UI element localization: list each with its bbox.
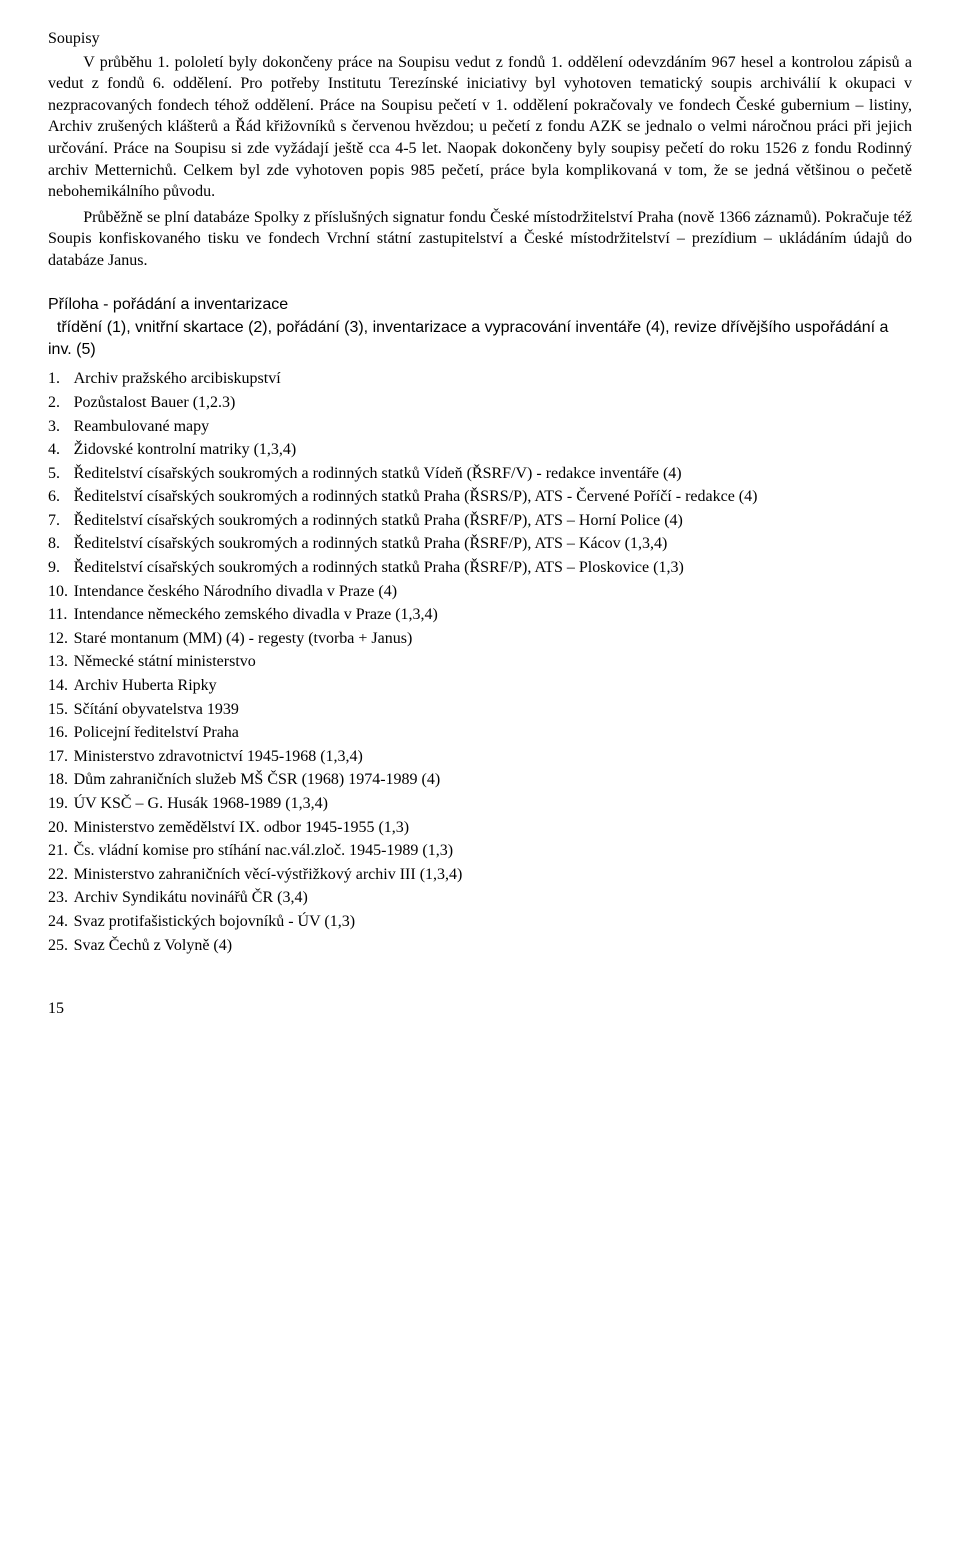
list-item: Archiv Syndikátu novinářů ČR (3,4) <box>48 887 912 909</box>
list-item: ÚV KSČ – G. Husák 1968-1989 (1,3,4) <box>48 793 912 815</box>
list-item: Ministerstvo zahraničních věcí-výstřižko… <box>48 864 912 886</box>
list-item: Ředitelství císařských soukromých a rodi… <box>48 486 912 508</box>
list-item: Policejní ředitelství Praha <box>48 722 912 744</box>
list-item: Svaz Čechů z Volyně (4) <box>48 935 912 957</box>
paragraph-2: Průběžně se plní databáze Spolky z přísl… <box>48 207 912 272</box>
list-item: Ředitelství císařských soukromých a rodi… <box>48 510 912 532</box>
list-item: Sčítání obyvatelstva 1939 <box>48 699 912 721</box>
item-list: Archiv pražského arcibiskupstvíPozůstalo… <box>48 368 912 956</box>
page-number: 15 <box>48 998 912 1020</box>
list-item: Ministerstvo zemědělství IX. odbor 1945-… <box>48 817 912 839</box>
paragraph-1: V průběhu 1. pololetí byly dokončeny prá… <box>48 52 912 203</box>
list-item: Archiv Huberta Ripky <box>48 675 912 697</box>
list-item: Ředitelství císařských soukromých a rodi… <box>48 533 912 555</box>
list-item: Ministerstvo zdravotnictví 1945-1968 (1,… <box>48 746 912 768</box>
list-item: Čs. vládní komise pro stíhání nac.vál.zl… <box>48 840 912 862</box>
list-item: Dům zahraničních služeb MŠ ČSR (1968) 19… <box>48 769 912 791</box>
list-item: Ředitelství císařských soukromých a rodi… <box>48 463 912 485</box>
list-item: Pozůstalost Bauer (1,2.3) <box>48 392 912 414</box>
list-item: Intendance českého Národního divadla v P… <box>48 581 912 603</box>
list-item: Staré montanum (MM) (4) - regesty (tvorb… <box>48 628 912 650</box>
list-item: Německé státní ministerstvo <box>48 651 912 673</box>
list-item: Reambulované mapy <box>48 416 912 438</box>
list-item: Svaz protifašistických bojovníků - ÚV (1… <box>48 911 912 933</box>
section-heading: Soupisy <box>48 28 912 50</box>
list-item: Archiv pražského arcibiskupství <box>48 368 912 390</box>
list-item: Židovské kontrolní matriky (1,3,4) <box>48 439 912 461</box>
list-item: Intendance německého zemského divadla v … <box>48 604 912 626</box>
attachment-subtitle: třídění (1), vnitřní skartace (2), pořád… <box>48 317 912 360</box>
attachment-title: Příloha - pořádání a inventarizace <box>48 294 912 316</box>
list-item: Ředitelství císařských soukromých a rodi… <box>48 557 912 579</box>
